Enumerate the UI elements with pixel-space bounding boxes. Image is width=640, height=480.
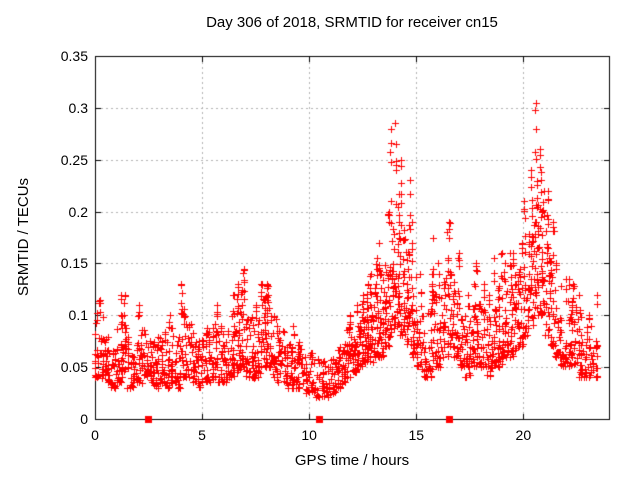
x-tick-label: 15 [408, 427, 425, 443]
y-tick-label: 0.3 [68, 99, 88, 116]
x-tick-label: 20 [515, 427, 532, 443]
y-tick-label: 0.1 [68, 307, 88, 324]
y-tick-label: 0 [80, 411, 88, 427]
x-axis-title: GPS time / hours [294, 452, 410, 469]
y-tick-label: 0.35 [60, 48, 88, 64]
y-tick-label: 0.05 [60, 359, 88, 376]
y-tick-label: 0.15 [60, 255, 88, 272]
x-tick-label: 10 [301, 427, 317, 443]
y-tick-label: 0.25 [60, 151, 88, 168]
y-tick-label: 0.2 [68, 203, 88, 220]
x-tick-label: 0 [91, 427, 99, 443]
chart-title: Day 306 of 2018, SRMTID for receiver cn1… [206, 14, 498, 31]
y-axis-title: SRMTID / TECUs [15, 177, 32, 297]
x-tick-label: 5 [198, 427, 206, 443]
